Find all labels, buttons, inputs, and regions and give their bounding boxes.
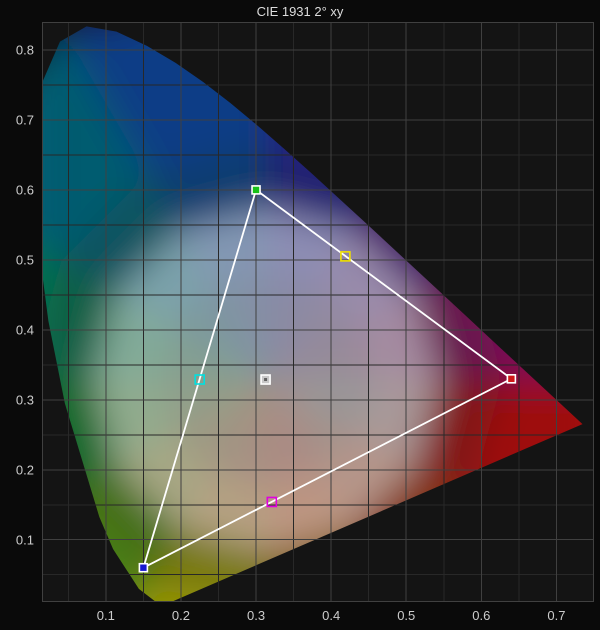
x-tick-label: 0.3 [247,608,265,623]
y-tick-label: 0.3 [16,392,34,407]
chromaticity-fill [42,22,594,602]
x-tick-label: 0.1 [97,608,115,623]
y-tick-label: 0.6 [16,182,34,197]
y-tick-label: 0.1 [16,532,34,547]
x-tick-label: 0.7 [547,608,565,623]
y-tick-label: 0.5 [16,252,34,267]
y-tick-label: 0.2 [16,462,34,477]
x-tick-label: 0.4 [322,608,340,623]
green-marker [252,186,260,194]
y-tick-label: 0.4 [16,322,34,337]
y-tick-label: 0.7 [16,112,34,127]
blue-marker [139,564,147,572]
plot-area [42,22,594,602]
red-marker [507,375,515,383]
x-tick-label: 0.6 [472,608,490,623]
y-tick-label: 0.8 [16,42,34,57]
x-tick-label: 0.5 [397,608,415,623]
x-tick-label: 0.2 [172,608,190,623]
chart-root: CIE 1931 2° xy 0.1 0.2 0.3 0.4 0.5 0.6 0.7 0.1 0… [0,0,600,630]
chart-title: CIE 1931 2° xy [0,4,600,19]
